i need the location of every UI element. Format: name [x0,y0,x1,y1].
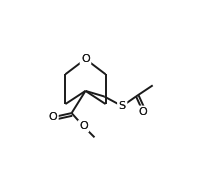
Text: O: O [49,112,57,122]
Text: O: O [79,121,88,131]
Text: O: O [79,121,88,131]
Text: S: S [118,101,126,111]
Text: S: S [119,101,126,111]
Text: O: O [139,107,147,117]
Text: O: O [81,54,90,64]
Text: O: O [48,112,58,122]
Text: O: O [79,121,88,131]
Text: O: O [81,54,90,64]
Text: O: O [138,107,148,117]
Text: S: S [119,101,126,111]
Text: O: O [81,54,90,64]
Text: O: O [139,107,147,117]
Text: O: O [49,112,57,122]
